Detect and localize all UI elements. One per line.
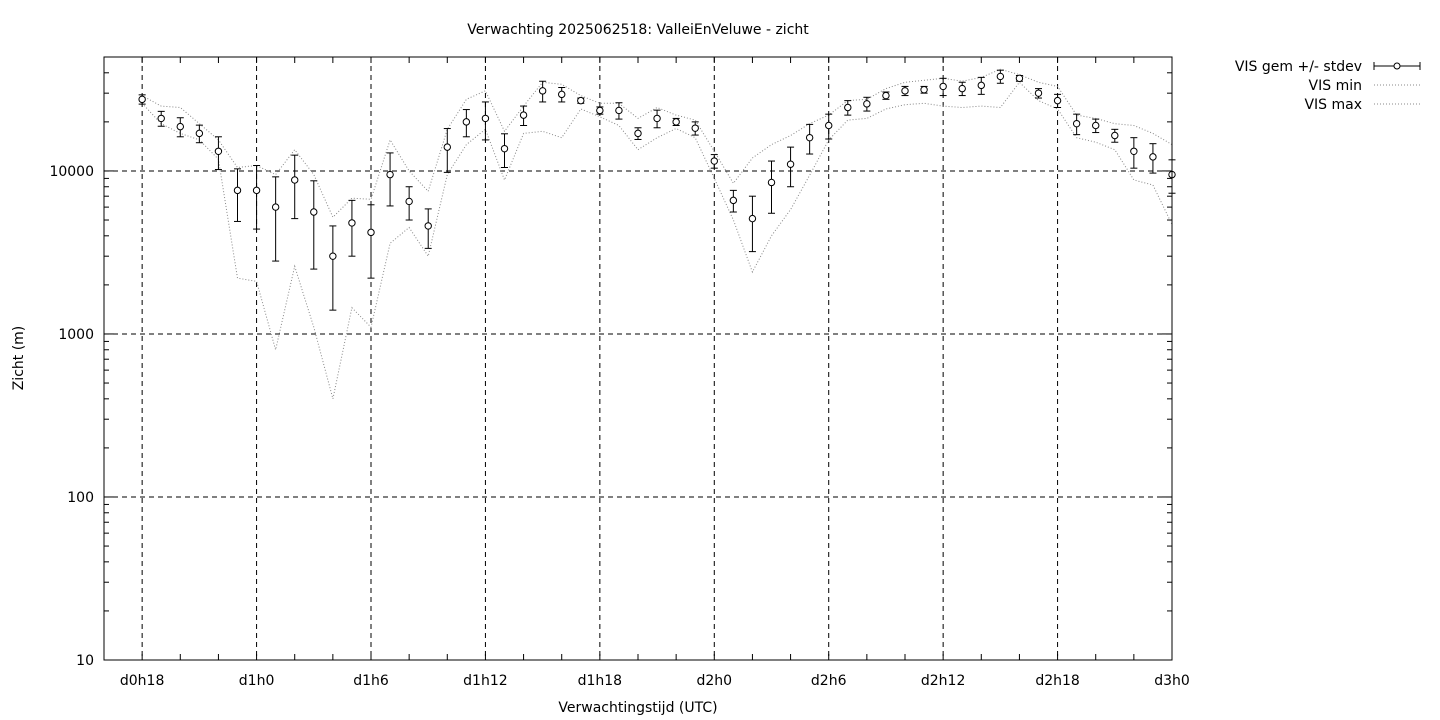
x-tick-label: d2h18: [1035, 673, 1079, 689]
mean-point: [329, 252, 337, 260]
series-vis-min: [141, 81, 1173, 399]
mean-point: [424, 222, 432, 230]
mean-point: [825, 121, 833, 130]
series-vis-gem: [138, 69, 1176, 311]
mean-point: [558, 90, 566, 99]
mean-point: [844, 103, 852, 112]
mean-point: [920, 86, 928, 94]
plot-border: [103, 56, 1173, 661]
mean-point: [481, 114, 490, 123]
legend-label-max: VIS max: [1304, 97, 1362, 113]
y-tick-label: 1000: [58, 327, 94, 343]
mean-point: [176, 122, 184, 131]
mean-point: [767, 178, 776, 187]
mean-point: [500, 144, 509, 153]
mean-point: [748, 214, 757, 223]
y-axis-label: Zicht (m): [11, 326, 27, 391]
x-tick-label: d1h18: [578, 673, 622, 689]
mean-point: [996, 72, 1005, 81]
x-tick-label: d2h0: [696, 673, 732, 689]
mean-point: [939, 82, 947, 91]
mean-point: [653, 114, 661, 123]
mean-point: [1111, 131, 1119, 140]
mean-point: [729, 196, 738, 205]
mean-point: [596, 106, 604, 115]
x-axis-label: Verwachtingstijd (UTC): [558, 700, 717, 716]
mean-point: [615, 106, 623, 115]
mean-point: [367, 228, 375, 237]
x-tick-label: d1h12: [463, 673, 507, 689]
mean-point: [1015, 74, 1024, 83]
mean-point: [691, 124, 699, 132]
mean-point: [634, 129, 642, 138]
legend-label-min: VIS min: [1309, 78, 1362, 94]
mean-point: [1072, 119, 1081, 128]
mean-point: [291, 176, 299, 184]
mean-point: [252, 186, 261, 195]
mean-point: [863, 100, 871, 108]
vis-min-line: [141, 81, 1173, 399]
mean-point: [443, 143, 451, 151]
mean-point: [672, 118, 680, 126]
y-tick-label: 100: [67, 490, 94, 506]
mean-point: [577, 96, 585, 105]
mean-point: [405, 197, 413, 206]
mean-point: [805, 133, 814, 142]
mean-point: [233, 186, 242, 195]
mean-point: [977, 81, 985, 90]
mean-point: [195, 129, 204, 138]
mean-point: [462, 118, 471, 126]
mean-point: [157, 114, 165, 123]
x-tick-label: d2h6: [811, 673, 847, 689]
mean-point: [1149, 153, 1157, 161]
mean-point: [1130, 147, 1138, 155]
vis-max-line: [141, 68, 1173, 219]
mean-point: [386, 170, 394, 179]
mean-point: [958, 84, 966, 93]
x-tick-label: d1h0: [239, 673, 275, 689]
legend-swatch-point: [1393, 62, 1401, 70]
x-tick-label: d0h18: [120, 673, 164, 689]
mean-point: [710, 157, 718, 165]
chart-title: Verwachting 2025062518: ValleiEnVeluwe -…: [467, 22, 809, 38]
mean-point: [786, 160, 795, 168]
x-tick-label: d2h12: [921, 673, 965, 689]
mean-point: [138, 95, 146, 104]
mean-point: [310, 208, 318, 216]
mean-point: [1034, 89, 1043, 97]
series-vis-max: [141, 68, 1173, 219]
axis-ticks: [103, 56, 1173, 661]
mean-point: [214, 147, 223, 155]
mean-point: [519, 111, 528, 119]
mean-point: [882, 91, 890, 100]
x-tick-label: d1h6: [353, 673, 389, 689]
grid: [104, 57, 1173, 661]
mean-point: [1092, 121, 1100, 130]
y-tick-label: 10000: [49, 164, 94, 180]
mean-point: [901, 87, 909, 95]
mean-point: [348, 219, 356, 227]
mean-point: [271, 203, 280, 211]
y-tick-label: 10: [76, 653, 94, 669]
mean-point: [538, 87, 547, 95]
x-tick-label: d3h0: [1154, 673, 1190, 689]
legend: VIS gem +/- stdev VIS min VIS max: [1235, 59, 1421, 113]
legend-label-mean: VIS gem +/- stdev: [1235, 59, 1362, 75]
mean-point: [1053, 96, 1062, 105]
tick-labels: d0h18 d1h0 d1h6 d1h12 d1h18 d2h0 d2h6 d2h12 d2h1…: [49, 164, 1189, 689]
